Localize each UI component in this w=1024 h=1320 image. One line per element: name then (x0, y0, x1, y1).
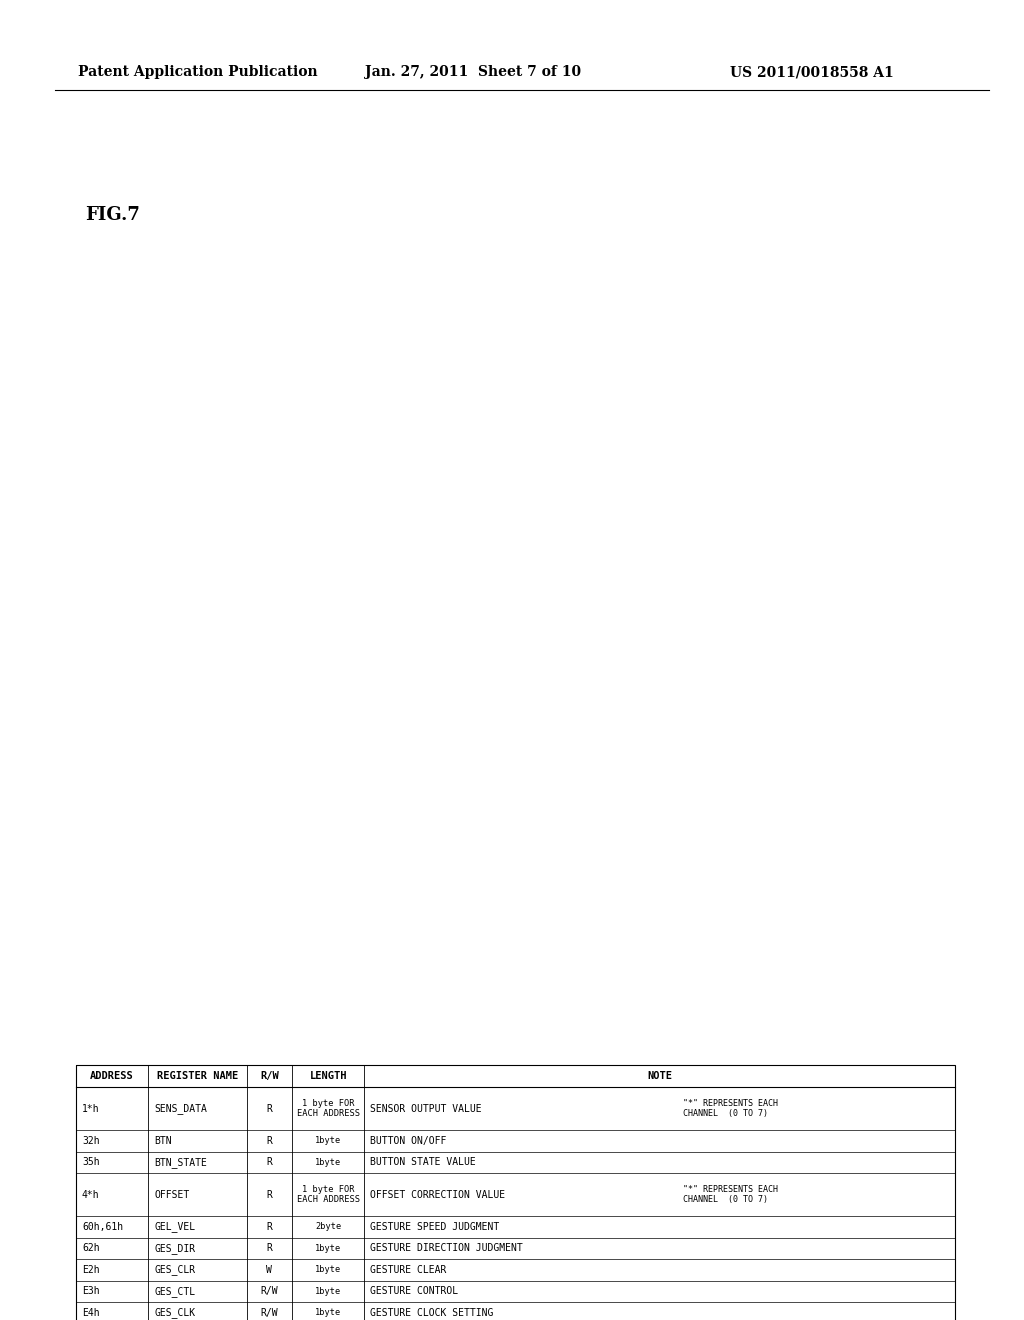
Text: 60h,61h: 60h,61h (82, 1222, 123, 1232)
Text: R: R (266, 1243, 272, 1253)
Text: GESTURE CLOCK SETTING: GESTURE CLOCK SETTING (371, 1308, 494, 1317)
Text: 32h: 32h (82, 1135, 99, 1146)
Text: 1byte: 1byte (315, 1158, 341, 1167)
Text: SENS_DATA: SENS_DATA (154, 1104, 207, 1114)
Text: OFFSET CORRECTION VALUE: OFFSET CORRECTION VALUE (371, 1189, 506, 1200)
Text: 62h: 62h (82, 1243, 99, 1253)
Text: 1 byte FOR
EACH ADDRESS: 1 byte FOR EACH ADDRESS (297, 1185, 359, 1204)
Text: SENSOR OUTPUT VALUE: SENSOR OUTPUT VALUE (371, 1104, 482, 1114)
Text: R/W: R/W (260, 1071, 279, 1081)
Text: R: R (266, 1104, 272, 1114)
Text: R/W: R/W (260, 1308, 279, 1317)
Text: R/W: R/W (260, 1286, 279, 1296)
Text: GES_CTL: GES_CTL (154, 1286, 196, 1296)
Text: 1 byte FOR
EACH ADDRESS: 1 byte FOR EACH ADDRESS (297, 1098, 359, 1118)
Text: 35h: 35h (82, 1158, 99, 1167)
Text: LENGTH: LENGTH (309, 1071, 347, 1081)
Text: R: R (266, 1222, 272, 1232)
Text: E2h: E2h (82, 1265, 99, 1275)
Text: GESTURE CLEAR: GESTURE CLEAR (371, 1265, 446, 1275)
Text: GESTURE CONTROL: GESTURE CONTROL (371, 1286, 459, 1296)
Text: 1byte: 1byte (315, 1308, 341, 1317)
Text: 1byte: 1byte (315, 1266, 341, 1274)
Text: GESTURE SPEED JUDGMENT: GESTURE SPEED JUDGMENT (371, 1222, 500, 1232)
Text: "*" REPRESENTS EACH
CHANNEL  (0 TO 7): "*" REPRESENTS EACH CHANNEL (0 TO 7) (683, 1185, 778, 1204)
Text: 2byte: 2byte (315, 1222, 341, 1232)
Text: Patent Application Publication: Patent Application Publication (78, 65, 317, 79)
Text: US 2011/0018558 A1: US 2011/0018558 A1 (730, 65, 894, 79)
Text: BUTTON STATE VALUE: BUTTON STATE VALUE (371, 1158, 476, 1167)
Text: GES_CLK: GES_CLK (154, 1307, 196, 1319)
Text: GES_DIR: GES_DIR (154, 1243, 196, 1254)
Text: E3h: E3h (82, 1286, 99, 1296)
Text: "*" REPRESENTS EACH
CHANNEL  (0 TO 7): "*" REPRESENTS EACH CHANNEL (0 TO 7) (683, 1098, 778, 1118)
Text: 4*h: 4*h (82, 1189, 99, 1200)
Text: GESTURE DIRECTION JUDGMENT: GESTURE DIRECTION JUDGMENT (371, 1243, 523, 1253)
Text: NOTE: NOTE (647, 1071, 672, 1081)
Text: R: R (266, 1135, 272, 1146)
Text: FIG.7: FIG.7 (85, 206, 140, 224)
Text: BTN: BTN (154, 1135, 172, 1146)
Text: 1byte: 1byte (315, 1287, 341, 1296)
Text: R: R (266, 1158, 272, 1167)
Text: BTN_STATE: BTN_STATE (154, 1156, 207, 1168)
Text: GEL_VEL: GEL_VEL (154, 1221, 196, 1232)
Text: REGISTER NAME: REGISTER NAME (157, 1071, 238, 1081)
Text: 1*h: 1*h (82, 1104, 99, 1114)
Bar (76, 1065, 955, 1320)
Text: 1byte: 1byte (315, 1243, 341, 1253)
Text: OFFSET: OFFSET (154, 1189, 189, 1200)
Text: 1byte: 1byte (315, 1137, 341, 1146)
Text: ADDRESS: ADDRESS (90, 1071, 134, 1081)
Text: R: R (266, 1189, 272, 1200)
Text: Jan. 27, 2011  Sheet 7 of 10: Jan. 27, 2011 Sheet 7 of 10 (365, 65, 582, 79)
Text: GES_CLR: GES_CLR (154, 1265, 196, 1275)
Text: E4h: E4h (82, 1308, 99, 1317)
Text: BUTTON ON/OFF: BUTTON ON/OFF (371, 1135, 446, 1146)
Text: W: W (266, 1265, 272, 1275)
